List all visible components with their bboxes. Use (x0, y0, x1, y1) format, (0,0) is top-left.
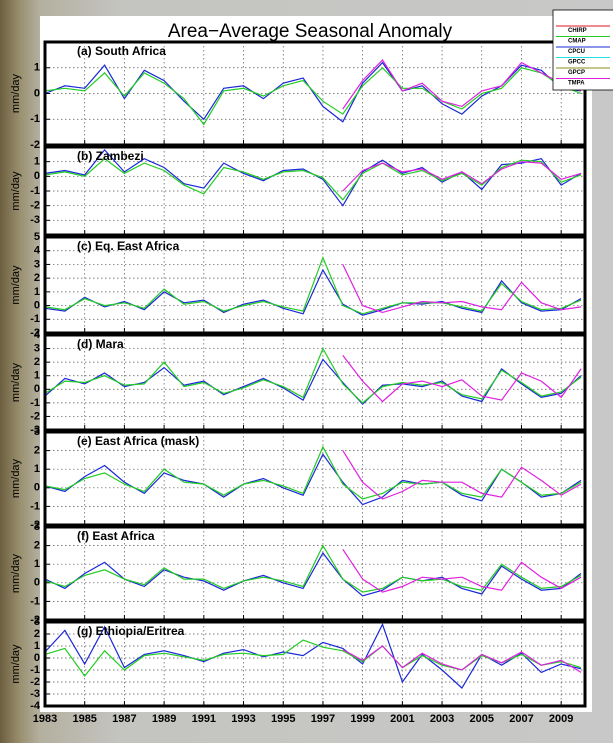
x-tick-label: 1987 (112, 713, 136, 725)
y-tick-label: -2 (30, 139, 40, 151)
y-tick-label: 1 (34, 370, 40, 382)
x-tick-label: 2009 (549, 713, 573, 725)
y-tick-label: 3 (34, 521, 40, 533)
y-tick-label: 1 (34, 62, 40, 74)
y-tick-label: 3 (34, 426, 40, 438)
legend-label: CMAP (568, 39, 586, 45)
y-tick-label: -2 (30, 410, 40, 422)
y-axis-label: mm/day (10, 553, 22, 593)
x-tick-label: 1983 (33, 713, 57, 725)
y-tick-label: 4 (34, 245, 41, 257)
y-tick-label: 0 (34, 170, 40, 182)
page: Area−Average Seasonal Anomaly -2-101(a) … (0, 0, 613, 738)
x-tick-label: 2005 (470, 713, 494, 725)
y-tick-label: -1 (30, 595, 40, 607)
y-tick-label: 4 (34, 329, 41, 341)
y-tick-label: -2 (30, 200, 40, 212)
y-axis-label: mm/day (10, 265, 22, 305)
x-tick-label: 1989 (152, 713, 176, 725)
y-tick-label: 3 (34, 342, 40, 354)
x-tick-label: 2003 (430, 713, 454, 725)
chart-title: Area−Average Seasonal Anomaly (168, 21, 453, 42)
y-tick-label: -1 (30, 397, 40, 409)
legend-label: CHIRP (568, 28, 587, 34)
y-tick-label: 3 (34, 258, 40, 270)
y-tick-label: -1 (30, 313, 40, 325)
y-tick-label: 2 (34, 272, 40, 284)
legend-label: CPCU (568, 49, 585, 55)
y-tick-label: 3 (34, 616, 40, 628)
y-tick-label: 1 (34, 640, 40, 652)
x-tick-label: 2001 (390, 713, 414, 725)
x-tick-label: 1991 (192, 713, 216, 725)
y-tick-label: -4 (30, 700, 41, 712)
y-tick-label: 1 (34, 156, 40, 168)
panel-title: (b) Zambezi (77, 149, 144, 163)
y-tick-label: 5 (34, 231, 40, 243)
legend-label: GPCP (568, 70, 585, 76)
chart: Area−Average Seasonal Anomaly -2-101(a) … (0, 0, 613, 738)
y-tick-label: 2 (34, 356, 40, 368)
y-tick-label: -3 (30, 688, 40, 700)
panel-title: (d) Mara (77, 337, 124, 351)
y-tick-label: -1 (30, 664, 40, 676)
panel-title: (f) East Africa (77, 529, 155, 543)
y-tick-label: 2 (34, 445, 40, 457)
y-tick-label: -2 (30, 676, 40, 688)
y-tick-label: 2 (34, 628, 40, 640)
panel-title: (g) Ethiopia/Eritrea (77, 624, 185, 638)
y-axis-label: mm/day (10, 644, 22, 684)
y-tick-label: 1 (34, 558, 40, 570)
panel-title: (a) South Africa (77, 44, 166, 58)
x-tick-label: 1985 (72, 713, 96, 725)
y-tick-label: 0 (34, 577, 40, 589)
legend-label: GPCC (568, 60, 586, 66)
x-tick-label: 2007 (509, 713, 533, 725)
y-axis-label: mm/day (10, 171, 22, 211)
y-tick-label: -1 (30, 185, 40, 197)
y-tick-label: -1 (30, 113, 40, 125)
legend-label: TMPA (568, 81, 585, 87)
y-axis-label: mm/day (10, 458, 22, 498)
y-tick-label: 0 (34, 482, 40, 494)
y-axis-label: mm/day (10, 73, 22, 113)
x-tick-label: 1995 (271, 713, 295, 725)
y-tick-label: -3 (30, 214, 40, 226)
y-tick-label: -1 (30, 500, 40, 512)
y-tick-label: 0 (34, 87, 40, 99)
x-tick-label: 1999 (350, 713, 374, 725)
x-tick-label: 1997 (311, 713, 335, 725)
x-tick-label: 1993 (231, 713, 255, 725)
y-tick-label: 1 (34, 463, 40, 475)
y-tick-label: 0 (34, 383, 40, 395)
y-tick-label: 2 (34, 540, 40, 552)
y-axis-label: mm/day (10, 362, 22, 402)
y-tick-label: 1 (34, 286, 40, 298)
y-tick-label: 0 (34, 652, 40, 664)
panel-title: (e) East Africa (mask) (77, 434, 199, 448)
plot-background (40, 16, 592, 712)
y-tick-label: 0 (34, 299, 40, 311)
panel-title: (c) Eq. East Africa (77, 239, 180, 253)
